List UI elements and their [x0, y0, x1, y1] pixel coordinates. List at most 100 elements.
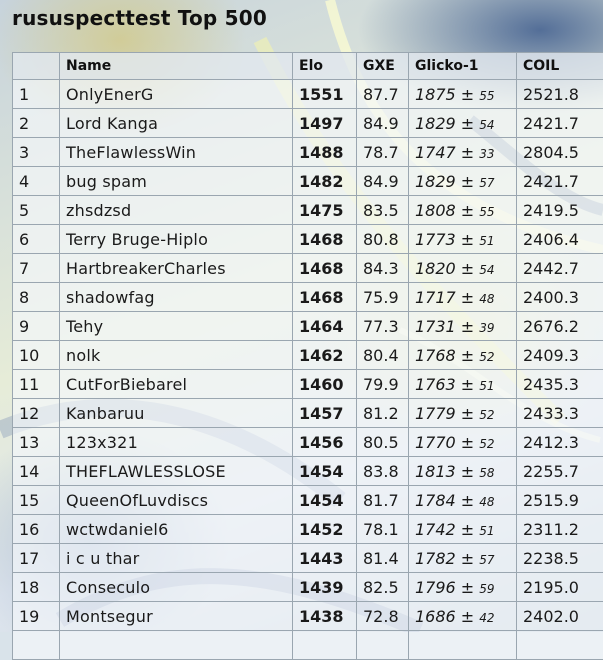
player-name-link[interactable]: bug spam — [60, 167, 293, 196]
glicko-cell — [409, 631, 517, 660]
glicko-cell: 1779 ± 52 — [409, 399, 517, 428]
elo-cell — [293, 631, 357, 660]
coil-cell: 2421.7 — [517, 167, 603, 196]
gxe-cell: 79.9 — [357, 370, 409, 399]
gxe-cell: 84.9 — [357, 109, 409, 138]
player-name-link[interactable] — [60, 631, 293, 660]
player-name-link[interactable]: Tehy — [60, 312, 293, 341]
table-header-row: Name Elo GXE Glicko-1 COIL — [13, 53, 603, 80]
player-name-link[interactable]: i c u thar — [60, 544, 293, 573]
glicko-rating: 1731 — [415, 317, 456, 336]
glicko-separator: ± — [456, 375, 480, 394]
glicko-separator: ± — [456, 346, 480, 365]
elo-cell: 1468 — [293, 283, 357, 312]
coil-cell: 2421.7 — [517, 109, 603, 138]
glicko-separator: ± — [456, 259, 480, 278]
player-name-link[interactable]: wctwdaniel6 — [60, 515, 293, 544]
coil-cell: 2195.0 — [517, 573, 603, 602]
glicko-cell: 1770 ± 52 — [409, 428, 517, 457]
rank-cell: 9 — [13, 312, 60, 341]
elo-cell: 1475 — [293, 196, 357, 225]
rank-cell: 10 — [13, 341, 60, 370]
column-header-elo[interactable]: Elo — [293, 53, 357, 80]
player-name-link[interactable]: Kanbaruu — [60, 399, 293, 428]
glicko-deviation: 51 — [479, 524, 494, 538]
elo-cell: 1488 — [293, 138, 357, 167]
glicko-deviation: 39 — [479, 321, 494, 335]
glicko-deviation: 48 — [479, 292, 494, 306]
glicko-separator: ± — [456, 578, 480, 597]
coil-cell: 2409.3 — [517, 341, 603, 370]
rank-cell: 6 — [13, 225, 60, 254]
glicko-cell: 1768 ± 52 — [409, 341, 517, 370]
player-name-link[interactable]: Lord Kanga — [60, 109, 293, 138]
glicko-separator: ± — [456, 317, 480, 336]
rank-cell: 1 — [13, 80, 60, 109]
glicko-rating: 1813 — [415, 462, 456, 481]
player-name-link[interactable]: zhsdzsd — [60, 196, 293, 225]
glicko-separator: ± — [456, 114, 480, 133]
glicko-separator: ± — [456, 201, 480, 220]
glicko-deviation: 52 — [479, 408, 494, 422]
player-name-link[interactable]: CutForBiebarel — [60, 370, 293, 399]
elo-cell: 1468 — [293, 225, 357, 254]
glicko-deviation: 55 — [479, 205, 494, 219]
player-name-link[interactable]: THEFLAWLESSLOSE — [60, 457, 293, 486]
player-name-link[interactable]: Terry Bruge-Hiplo — [60, 225, 293, 254]
glicko-cell: 1686 ± 42 — [409, 602, 517, 631]
player-name-link[interactable]: QueenOfLuvdiscs — [60, 486, 293, 515]
elo-cell: 1456 — [293, 428, 357, 457]
player-name-link[interactable]: OnlyEnerG — [60, 80, 293, 109]
gxe-cell: 83.5 — [357, 196, 409, 225]
column-header-coil[interactable]: COIL — [517, 53, 603, 80]
elo-cell: 1482 — [293, 167, 357, 196]
glicko-cell: 1829 ± 54 — [409, 109, 517, 138]
coil-cell: 2515.9 — [517, 486, 603, 515]
gxe-cell: 75.9 — [357, 283, 409, 312]
player-name-link[interactable]: Conseculo — [60, 573, 293, 602]
player-name-link[interactable]: 123x321 — [60, 428, 293, 457]
gxe-cell: 81.4 — [357, 544, 409, 573]
player-name-link[interactable]: TheFlawlessWin — [60, 138, 293, 167]
gxe-cell: 84.9 — [357, 167, 409, 196]
coil-cell: 2406.4 — [517, 225, 603, 254]
gxe-cell: 84.3 — [357, 254, 409, 283]
column-header-glicko[interactable]: Glicko-1 — [409, 53, 517, 80]
glicko-rating: 1773 — [415, 230, 456, 249]
gxe-cell: 78.7 — [357, 138, 409, 167]
glicko-separator: ± — [456, 404, 480, 423]
column-header-name[interactable]: Name — [60, 53, 293, 80]
glicko-cell: 1773 ± 51 — [409, 225, 517, 254]
gxe-cell: 83.8 — [357, 457, 409, 486]
column-header-gxe[interactable]: GXE — [357, 53, 409, 80]
rank-cell: 11 — [13, 370, 60, 399]
glicko-deviation: 57 — [479, 553, 494, 567]
coil-cell: 2402.0 — [517, 602, 603, 631]
rank-cell: 8 — [13, 283, 60, 312]
player-name-link[interactable]: nolk — [60, 341, 293, 370]
player-name-link[interactable]: HartbreakerCharles — [60, 254, 293, 283]
rank-cell: 18 — [13, 573, 60, 602]
glicko-rating: 1796 — [415, 578, 456, 597]
glicko-cell: 1813 ± 58 — [409, 457, 517, 486]
player-name-link[interactable]: Montsegur — [60, 602, 293, 631]
elo-cell: 1443 — [293, 544, 357, 573]
player-name-link[interactable]: shadowfag — [60, 283, 293, 312]
glicko-rating: 1875 — [415, 85, 456, 104]
page-title: rususpecttest Top 500 — [12, 6, 267, 30]
gxe-cell: 72.8 — [357, 602, 409, 631]
glicko-rating: 1768 — [415, 346, 456, 365]
